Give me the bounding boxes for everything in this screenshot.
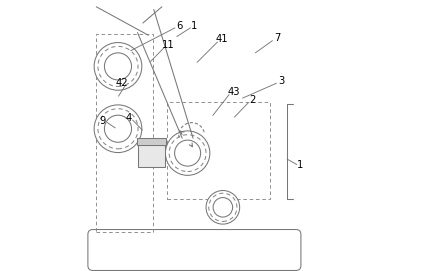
Text: 7: 7: [274, 33, 280, 43]
Circle shape: [206, 191, 240, 224]
Text: 2: 2: [249, 95, 256, 105]
Bar: [137, 138, 167, 145]
Bar: [96, 34, 153, 232]
Text: 4: 4: [126, 113, 132, 123]
Text: 11: 11: [162, 40, 175, 50]
Text: 9: 9: [100, 116, 106, 125]
Circle shape: [94, 43, 142, 90]
Text: 42: 42: [116, 78, 128, 88]
Text: 43: 43: [227, 87, 240, 97]
Text: 41: 41: [215, 34, 228, 44]
Text: 1: 1: [297, 160, 303, 170]
Text: 6: 6: [176, 21, 183, 31]
Circle shape: [165, 131, 210, 175]
Circle shape: [94, 105, 142, 153]
Bar: [138, 145, 165, 167]
Text: 3: 3: [278, 76, 284, 86]
Text: 1: 1: [191, 21, 198, 31]
Bar: [167, 102, 270, 199]
